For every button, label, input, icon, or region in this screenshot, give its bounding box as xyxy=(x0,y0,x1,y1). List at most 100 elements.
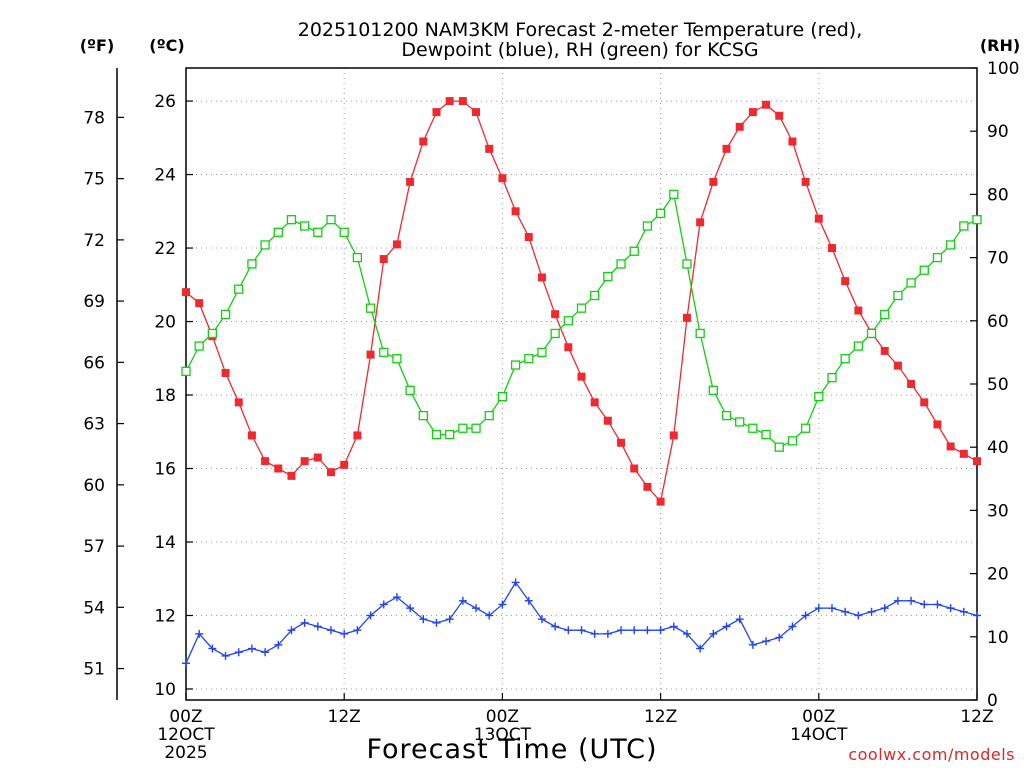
series-dewpoint xyxy=(182,578,981,668)
data-point xyxy=(299,221,310,231)
data-point xyxy=(340,460,349,469)
data-point xyxy=(524,354,534,364)
data-point xyxy=(669,189,679,200)
data-point xyxy=(458,596,467,605)
rh-tick-label: 80 xyxy=(987,185,1009,205)
celsius-tick-label: 14 xyxy=(154,533,176,553)
data-point xyxy=(906,278,916,288)
x-tick-label: 12Z xyxy=(644,707,677,727)
data-point xyxy=(287,471,296,480)
data-point xyxy=(379,600,388,609)
data-point xyxy=(432,618,441,627)
x-tick-label: 00Z xyxy=(169,707,202,727)
data-point xyxy=(721,410,732,421)
data-point xyxy=(472,108,481,117)
data-point xyxy=(932,252,943,263)
rh-unit-label: (RH) xyxy=(980,36,1020,55)
data-point xyxy=(880,309,890,320)
data-point xyxy=(617,438,626,447)
data-point xyxy=(379,347,389,358)
fahrenheit-tick-label: 75 xyxy=(83,170,105,190)
celsius-tick-label: 16 xyxy=(154,460,176,480)
data-point xyxy=(973,611,981,620)
data-point xyxy=(406,604,415,613)
data-point xyxy=(247,431,256,440)
x-tick-label: 14OCT xyxy=(790,725,848,745)
data-point xyxy=(273,227,283,237)
series-line xyxy=(185,100,978,504)
data-point xyxy=(551,310,560,319)
fahrenheit-tick-label: 54 xyxy=(83,598,105,618)
data-point xyxy=(327,468,336,477)
data-point xyxy=(708,385,718,395)
data-point xyxy=(419,137,428,146)
data-point xyxy=(682,259,692,269)
data-point xyxy=(775,633,784,642)
data-point xyxy=(722,622,731,631)
data-point xyxy=(696,644,705,653)
fahrenheit-tick-label: 66 xyxy=(83,353,105,373)
data-point xyxy=(682,313,691,322)
data-point xyxy=(485,611,494,620)
data-point xyxy=(181,366,191,377)
rh-tick-label: 90 xyxy=(987,122,1009,142)
data-point xyxy=(221,651,230,660)
fahrenheit-tick-label: 78 xyxy=(83,108,105,128)
data-point xyxy=(392,354,402,364)
celsius-tick-label: 10 xyxy=(154,680,176,700)
x-tick-label: 00Z xyxy=(486,707,519,727)
data-point xyxy=(787,436,798,446)
data-point xyxy=(643,626,652,635)
data-point xyxy=(550,328,560,339)
data-point xyxy=(471,423,481,433)
data-point xyxy=(867,607,876,616)
data-point xyxy=(576,303,587,313)
data-point xyxy=(353,431,362,440)
data-point xyxy=(498,174,507,183)
data-point xyxy=(366,611,375,620)
data-point xyxy=(933,420,942,429)
data-point xyxy=(484,410,494,421)
data-point xyxy=(880,346,889,355)
data-point xyxy=(630,626,639,635)
rh-tick-label: 50 xyxy=(987,375,1009,395)
data-point xyxy=(801,177,810,186)
data-point xyxy=(365,303,376,313)
data-point xyxy=(946,442,955,451)
data-point xyxy=(537,273,546,282)
data-point xyxy=(762,637,771,646)
rh-tick-label: 10 xyxy=(987,628,1009,648)
rh-tick-label: 70 xyxy=(987,249,1009,269)
data-point xyxy=(195,629,204,638)
data-point xyxy=(458,423,468,433)
data-point xyxy=(352,252,363,263)
data-point xyxy=(418,410,428,421)
data-point xyxy=(774,442,784,452)
data-point xyxy=(656,497,665,506)
data-point xyxy=(762,100,771,109)
data-point xyxy=(445,429,455,440)
celsius-tick-label: 26 xyxy=(154,92,176,112)
data-point xyxy=(920,600,929,609)
data-point xyxy=(907,596,916,605)
data-point xyxy=(260,240,270,250)
data-point xyxy=(300,618,309,627)
data-point xyxy=(946,604,955,613)
data-point xyxy=(800,423,811,433)
data-point xyxy=(524,233,533,242)
data-point xyxy=(973,457,981,466)
data-point xyxy=(182,659,190,668)
data-point xyxy=(814,604,823,613)
data-point xyxy=(853,341,863,351)
data-point xyxy=(313,453,322,462)
data-point xyxy=(893,290,903,301)
data-point xyxy=(841,277,850,286)
data-point xyxy=(300,457,309,466)
data-point xyxy=(340,629,349,638)
data-point xyxy=(919,265,929,275)
data-point xyxy=(788,622,797,631)
data-point xyxy=(247,259,257,269)
fahrenheit-tick-label: 57 xyxy=(83,537,105,557)
data-point xyxy=(261,648,270,657)
